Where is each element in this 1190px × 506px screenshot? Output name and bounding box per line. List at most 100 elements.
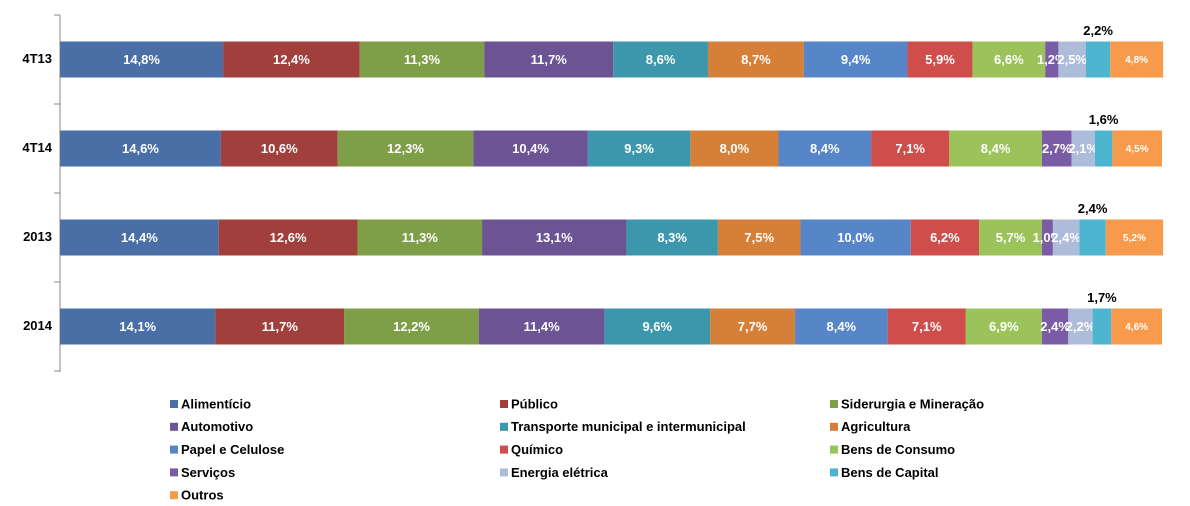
bar-segment (1110, 41, 1164, 78)
data-label: 2,2% (1083, 23, 1113, 38)
legend-label: Automotivo (181, 419, 253, 434)
legend-swatch (830, 445, 838, 454)
bar-segment (910, 219, 980, 256)
bar-segment (626, 219, 718, 256)
data-label: 8,7% (741, 52, 771, 67)
legend-label: Transporte municipal e intermunicipal (511, 419, 746, 434)
bar-segment (60, 130, 221, 167)
bar-segment (979, 219, 1042, 256)
bar-segment (478, 308, 605, 345)
bar-segment (215, 308, 345, 345)
data-label: 14,1% (119, 319, 156, 334)
data-label: 11,3% (404, 52, 441, 67)
data-label: 11,4% (523, 319, 560, 334)
data-label: 10,0% (837, 230, 874, 245)
bar-segment (484, 41, 614, 78)
data-label: 9,4% (841, 52, 871, 67)
data-label: 12,4% (273, 52, 310, 67)
data-label: 10,6% (261, 141, 298, 156)
bar-segment (717, 219, 801, 256)
bar-segment (1079, 219, 1106, 256)
legend-label: Alimentício (181, 396, 251, 411)
legend-label: Siderurgia e Mineração (841, 396, 984, 411)
data-label: 6,6% (994, 52, 1024, 67)
bar-segment (1092, 308, 1112, 345)
legend-swatch (830, 400, 838, 408)
bar-segment (965, 308, 1042, 345)
data-label: 5,7% (996, 230, 1026, 245)
bar-segment (707, 41, 804, 78)
bar-segment (803, 41, 908, 78)
data-label: 11,7% (262, 319, 299, 334)
data-label: 5,9% (925, 52, 955, 67)
bar-segment (1071, 130, 1095, 167)
data-label: 7,1% (895, 141, 925, 156)
legend-label: Outros (181, 488, 224, 503)
legend-swatch (170, 468, 178, 477)
data-label: 2,4% (1040, 319, 1070, 334)
legend-swatch (500, 468, 508, 477)
legend-swatch (170, 400, 178, 408)
data-label: 14,8% (123, 52, 160, 67)
bar-segment (357, 219, 483, 256)
legend-label: Papel e Celulose (181, 442, 284, 457)
bar-segment (871, 130, 950, 167)
bar-segment (60, 41, 224, 78)
bar-segment (795, 308, 888, 345)
bar-segment (690, 130, 779, 167)
data-label: 11,3% (402, 230, 439, 245)
data-label: 8,4% (981, 141, 1011, 156)
legend-swatch (170, 491, 178, 500)
bar-segment (60, 308, 216, 345)
legend-label: Serviços (181, 465, 235, 480)
legend-swatch (830, 422, 838, 431)
legend-swatch (170, 445, 178, 454)
data-label: 12,2% (393, 319, 430, 334)
bar-segment (60, 219, 219, 256)
data-label: 2,7% (1042, 141, 1072, 156)
legend-label: Bens de Capital (841, 465, 939, 480)
data-label: 8,0% (720, 141, 750, 156)
data-label: 13,1% (536, 230, 573, 245)
data-label: 8,3% (657, 230, 687, 245)
legend-label: Agricultura (841, 419, 911, 434)
data-label: 14,6% (122, 141, 159, 156)
bar-segment (887, 308, 966, 345)
bar-segment (223, 41, 360, 78)
data-label: 12,6% (270, 230, 307, 245)
bar-segment (587, 130, 691, 167)
legend-swatch (170, 422, 178, 431)
bar-segment (1111, 308, 1162, 345)
bar-segment (220, 130, 338, 167)
y-tick-label: 4T14 (22, 140, 52, 155)
bar-segment (907, 41, 973, 78)
bar-segment (1041, 219, 1053, 256)
data-label: 6,2% (930, 230, 960, 245)
bar-segment (604, 308, 711, 345)
data-label: 4,5% (1126, 144, 1149, 155)
data-label: 8,4% (810, 141, 840, 156)
data-label: 14,4% (121, 230, 158, 245)
legend-label: Energia elétrica (511, 465, 609, 480)
bar-segment (1068, 308, 1093, 345)
bar-segment (1085, 41, 1111, 78)
bar-segment (1105, 219, 1164, 256)
data-label: 9,6% (642, 319, 672, 334)
bar-segment (344, 308, 479, 345)
bar-segment (800, 219, 911, 256)
data-label: 2,5% (1057, 52, 1087, 67)
bar-segment (482, 219, 627, 256)
data-label: 11,7% (531, 52, 568, 67)
bar-segment (359, 41, 485, 78)
legend-label: Bens de Consumo (841, 442, 955, 457)
bar-segment (1112, 130, 1162, 167)
data-label: 7,5% (744, 230, 774, 245)
data-label: 2,4% (1078, 201, 1108, 216)
data-label: 4,8% (1125, 55, 1148, 66)
data-label: 9,3% (624, 141, 654, 156)
bar-segment (337, 130, 474, 167)
y-tick-label: 2014 (23, 318, 53, 333)
bar-segment (972, 41, 1046, 78)
bar-segment (778, 130, 872, 167)
